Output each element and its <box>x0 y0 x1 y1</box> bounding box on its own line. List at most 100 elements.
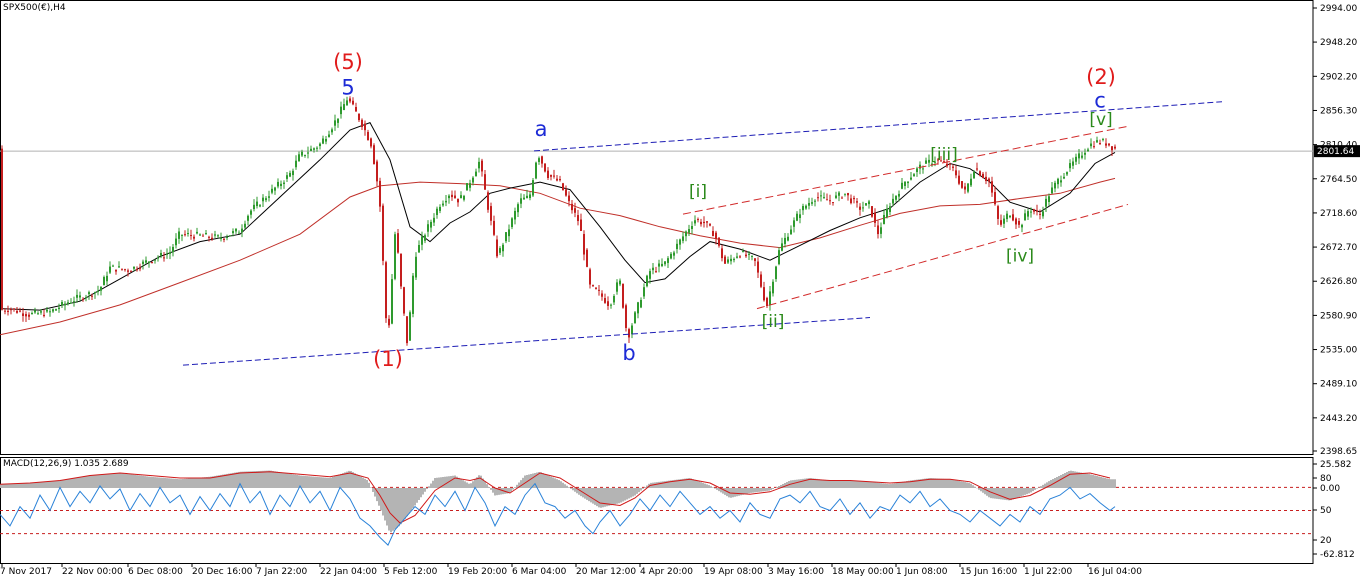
price-candle-body <box>439 206 441 211</box>
price-candle-body <box>664 261 666 265</box>
price-candle-body <box>559 179 561 181</box>
price-candle-body <box>487 192 489 210</box>
price-candle-body <box>463 195 465 200</box>
price-candle-body <box>205 233 207 235</box>
price-candle-body <box>1024 213 1026 221</box>
price-candle-body <box>157 257 159 259</box>
time-axis-label: 5 Feb 12:00 <box>384 567 438 577</box>
price-candle-body <box>637 302 639 314</box>
price-candle-body <box>1078 153 1080 159</box>
macd-axis-label: 50 <box>1320 506 1332 516</box>
price-candle-body <box>187 232 189 234</box>
price-candle-body <box>769 291 771 305</box>
price-candle-body <box>718 237 720 246</box>
price-candle-body <box>340 106 342 115</box>
price-candle-body <box>163 257 165 259</box>
price-candle-body <box>1000 220 1002 225</box>
price-candle-body <box>307 152 309 154</box>
price-candle-body <box>1087 149 1089 152</box>
price-candle-body <box>826 199 828 201</box>
price-candle-body <box>442 203 444 206</box>
price-candle-body <box>1090 143 1092 147</box>
price-candle-body <box>1057 178 1059 185</box>
price-candle-body <box>892 198 894 204</box>
price-candle-body <box>811 202 813 204</box>
price-candle-body <box>28 314 30 317</box>
price-candle-body <box>553 175 555 177</box>
price-candle-body <box>199 234 201 236</box>
price-candle-body <box>931 163 933 165</box>
price-candle-body <box>118 266 120 268</box>
price-candle-body <box>1081 155 1083 158</box>
price-candle-body <box>778 250 780 265</box>
price-candle-body <box>877 225 879 235</box>
price-candle-body <box>367 131 369 141</box>
price-candle-body <box>334 120 336 126</box>
price-candle-body <box>949 163 951 165</box>
price-candle-body <box>922 168 924 170</box>
price-candle-body <box>658 263 660 267</box>
price-candle-body <box>421 236 423 245</box>
price-candle-body <box>430 221 432 228</box>
price-candle-body <box>112 265 114 267</box>
price-candle-body <box>616 282 618 292</box>
price-candle-body <box>853 197 855 200</box>
price-candle-body <box>1105 143 1107 146</box>
price-candle-body <box>697 219 699 221</box>
macd-axis-label: 25.582 <box>1320 460 1352 470</box>
price-candle-body <box>319 143 321 147</box>
price-candle-body <box>1102 139 1104 141</box>
price-candle-body <box>529 194 531 199</box>
time-axis-label: 6 Mar 04:00 <box>512 567 567 577</box>
time-axis-label: 16 Jul 04:00 <box>1088 567 1142 577</box>
price-candle-body <box>226 236 228 238</box>
price-candle-body <box>244 223 246 228</box>
price-candle-body <box>967 183 969 192</box>
price-candle-body <box>526 195 528 198</box>
price-candle-body <box>640 299 642 308</box>
price-candle-body <box>514 210 516 220</box>
price-candle-body <box>241 228 243 233</box>
price-candle-body <box>133 266 135 269</box>
price-candle-body <box>232 231 234 234</box>
price-candle-body <box>1099 143 1101 145</box>
price-candle-body <box>166 253 168 255</box>
price-candle-body <box>1003 218 1005 224</box>
price-candle-body <box>724 256 726 264</box>
price-candle-body <box>1108 143 1110 146</box>
price-candle-body <box>109 266 111 273</box>
price-candle-body <box>214 234 216 236</box>
price-candle-body <box>715 232 717 239</box>
price-candle-body <box>289 172 291 177</box>
price-candle-body <box>781 243 783 251</box>
price-candle-body <box>751 255 753 257</box>
wave-label: [v] <box>1089 110 1112 130</box>
price-candle-body <box>433 217 435 223</box>
price-candle-body <box>685 231 687 237</box>
price-candle-body <box>682 236 684 241</box>
price-candle-body <box>733 258 735 261</box>
price-candle-body <box>628 329 630 338</box>
price-candle-body <box>130 271 132 273</box>
price-candle-body <box>970 178 972 186</box>
price-candle-body <box>184 234 186 236</box>
price-candle-body <box>772 281 774 294</box>
price-candle-body <box>31 313 33 315</box>
price-candle-body <box>415 256 417 278</box>
price-candle-body <box>1060 180 1062 183</box>
price-axis-label: 2856.30 <box>1320 106 1357 116</box>
time-axis-label: 4 Apr 20:00 <box>640 567 693 577</box>
price-candle-body <box>709 224 711 226</box>
price-candle-body <box>283 182 285 184</box>
price-candle-body <box>169 252 171 254</box>
price-candle-body <box>343 104 345 111</box>
price-candle-body <box>481 160 483 172</box>
price-candle-body <box>466 183 468 191</box>
price-candle-body <box>940 160 942 162</box>
price-candle-body <box>76 294 78 298</box>
price-candle-body <box>613 296 615 303</box>
wave-label: (1) <box>373 347 403 371</box>
price-candle-body <box>622 283 624 308</box>
price-candle-body <box>19 310 21 312</box>
